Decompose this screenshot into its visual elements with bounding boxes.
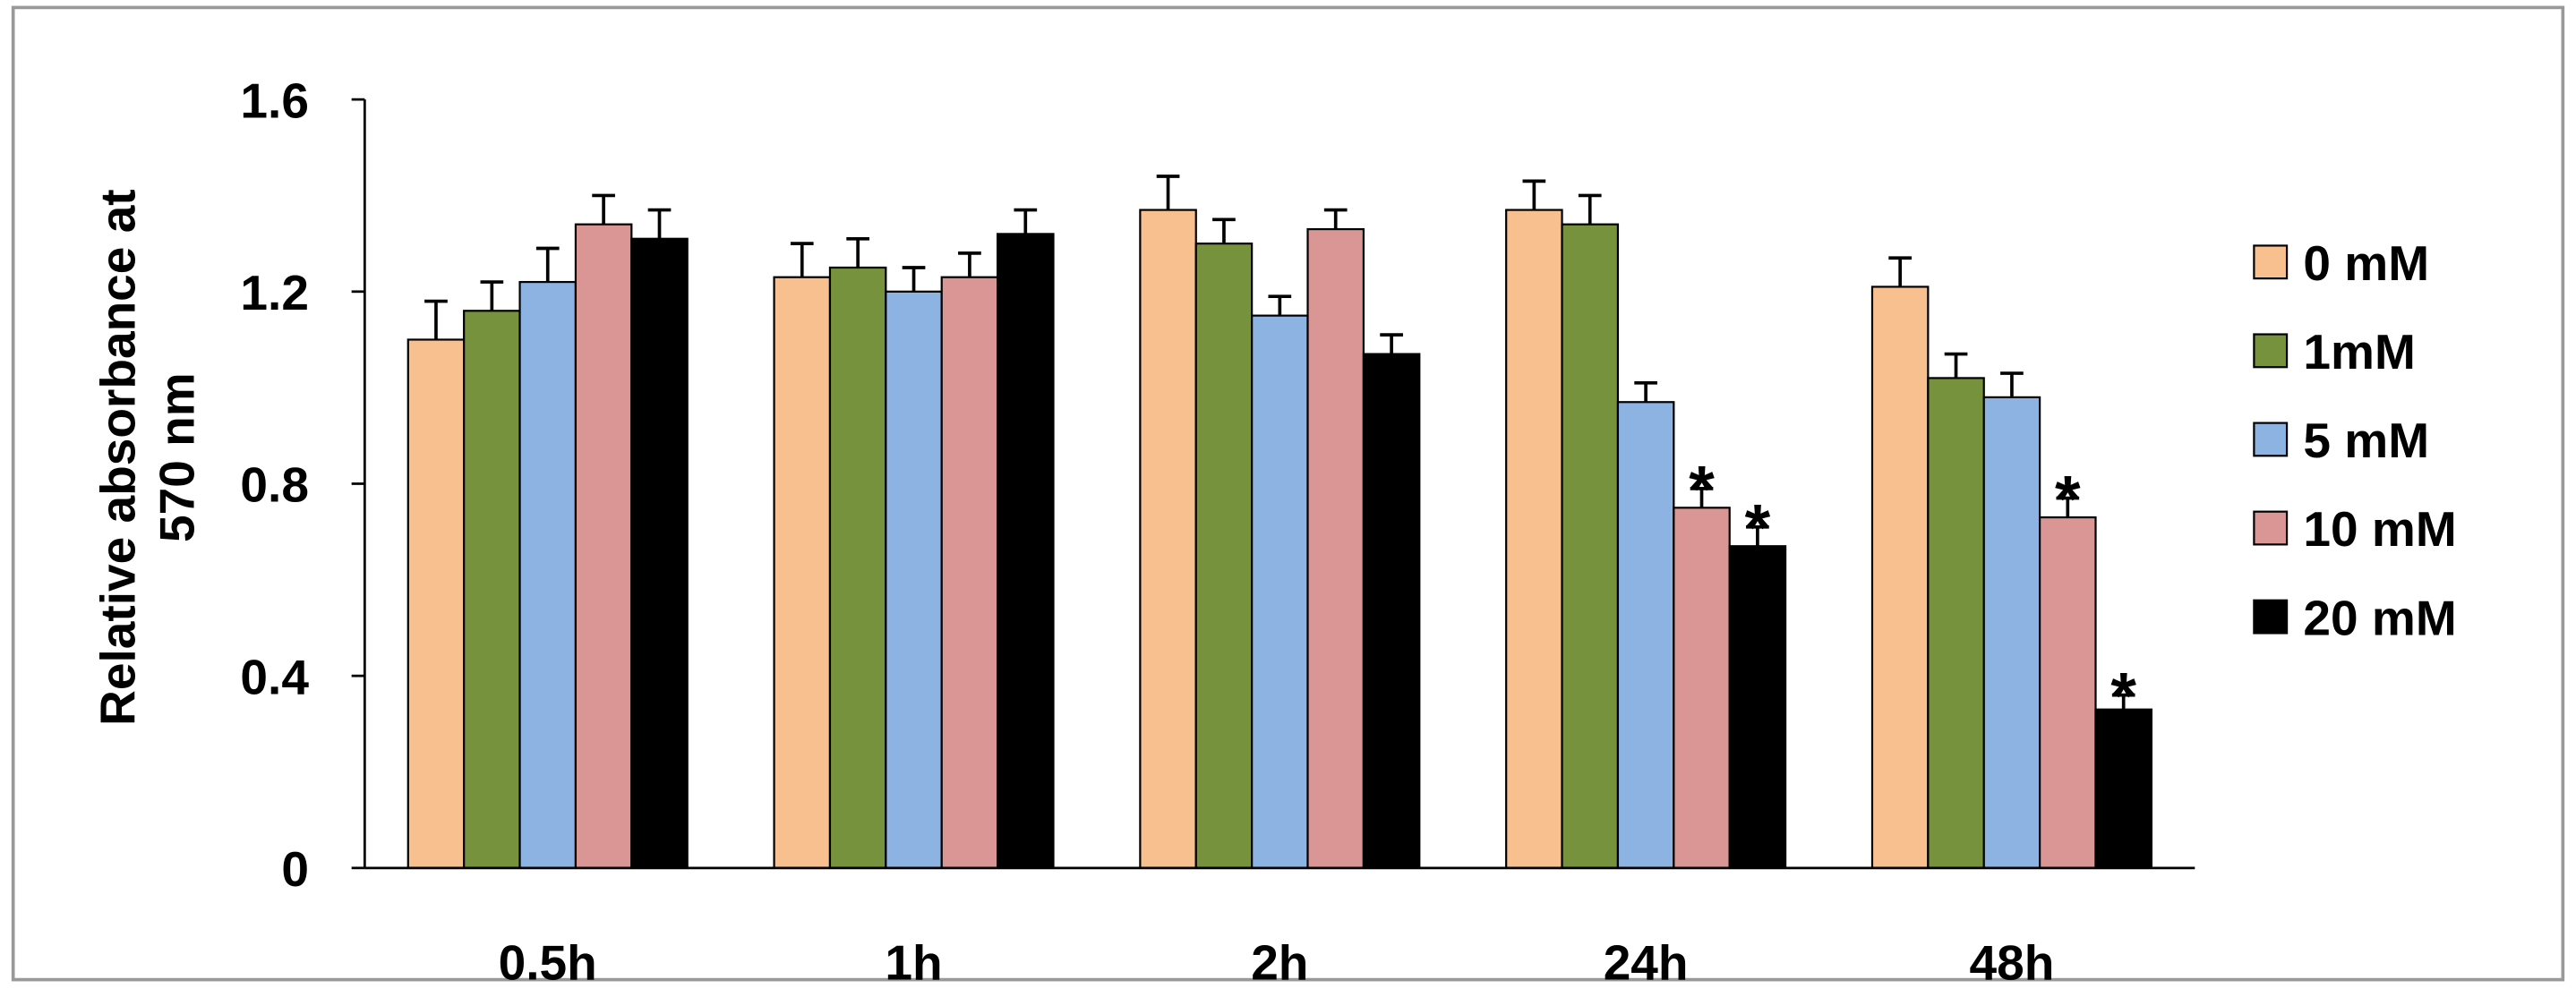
legend-label: 0 mM: [2303, 235, 2429, 291]
bar: [1870, 285, 1930, 869]
y-axis-label: 570 nm: [150, 372, 205, 542]
error-bar: [647, 208, 672, 239]
legend-swatch: [2253, 422, 2289, 457]
error-bar: [1690, 487, 1714, 508]
error-bar: [846, 236, 869, 268]
bar: [773, 276, 832, 869]
significance-marker: *: [2110, 659, 2136, 732]
legend-label: 10 mM: [2303, 501, 2456, 557]
error-bar: [1888, 256, 1912, 287]
bar: [463, 310, 521, 869]
bar: [940, 276, 999, 869]
error-bar: [2111, 693, 2135, 710]
error-bar: [1578, 193, 1602, 225]
error-bar: [1156, 175, 1180, 210]
error-bar: [1014, 208, 1038, 234]
legend-label: 5 mM: [2303, 413, 2429, 468]
bar: [1927, 377, 1985, 869]
bar: [1561, 223, 1620, 869]
error-bar: [1380, 333, 1403, 354]
bar: [1362, 353, 1421, 869]
legend-swatch: [2253, 599, 2289, 635]
legend-label: 20 mM: [2303, 590, 2456, 645]
bar: [630, 237, 689, 869]
error-bar: [592, 193, 615, 225]
y-tick-label: 0.8: [240, 457, 309, 513]
bar: [1728, 545, 1787, 869]
legend-swatch: [2253, 333, 2289, 369]
error-bar: [1323, 208, 1348, 230]
bar: [828, 266, 887, 869]
error-bar: [902, 266, 926, 292]
y-tick-label: 0: [281, 841, 309, 897]
bar: [2094, 708, 2152, 869]
x-tick-label: 1h: [885, 935, 942, 991]
y-tick-label: 1.2: [240, 265, 309, 320]
error-bar: [1746, 524, 1769, 547]
significance-marker: *: [1745, 490, 1771, 564]
error-bar: [1522, 179, 1546, 210]
x-tick-label: 24h: [1604, 935, 1689, 991]
significance-marker: *: [1689, 453, 1715, 526]
bar: [1194, 243, 1254, 869]
error-bar: [535, 246, 560, 283]
error-bar: [2000, 371, 2024, 397]
bar: [1982, 396, 2041, 869]
legend-swatch: [2253, 510, 2289, 546]
y-tick-label: 1.6: [240, 72, 309, 128]
bar: [1306, 227, 1365, 869]
legend-swatch: [2253, 244, 2289, 280]
y-axis-label: Relative absorbance at: [90, 189, 145, 726]
bar: [518, 280, 578, 869]
x-tick-label: 0.5h: [499, 935, 597, 991]
error-bar: [1634, 380, 1657, 403]
x-tick-label: 2h: [1251, 935, 1308, 991]
bar: [885, 290, 943, 869]
bar: [1251, 314, 1309, 869]
error-bar: [2056, 496, 2080, 518]
bar: [2039, 516, 2097, 869]
error-bar: [790, 242, 814, 277]
error-bar: [1944, 352, 1968, 379]
error-bar: [1268, 294, 1292, 316]
y-tick-label: 0.4: [240, 649, 309, 704]
bar: [1673, 507, 1731, 869]
bar: [574, 223, 633, 869]
error-bar: [958, 251, 981, 277]
bar: [1505, 209, 1563, 869]
error-bar: [1212, 217, 1236, 244]
significance-marker: *: [2055, 462, 2081, 535]
error-bar: [480, 280, 504, 311]
bar: [1139, 209, 1197, 869]
bar: [997, 233, 1055, 869]
bar: [1616, 401, 1675, 869]
bar: [407, 338, 466, 869]
error-bar: [424, 299, 448, 340]
legend-label: 1mM: [2303, 324, 2415, 379]
x-tick-label: 48h: [1970, 935, 2055, 991]
